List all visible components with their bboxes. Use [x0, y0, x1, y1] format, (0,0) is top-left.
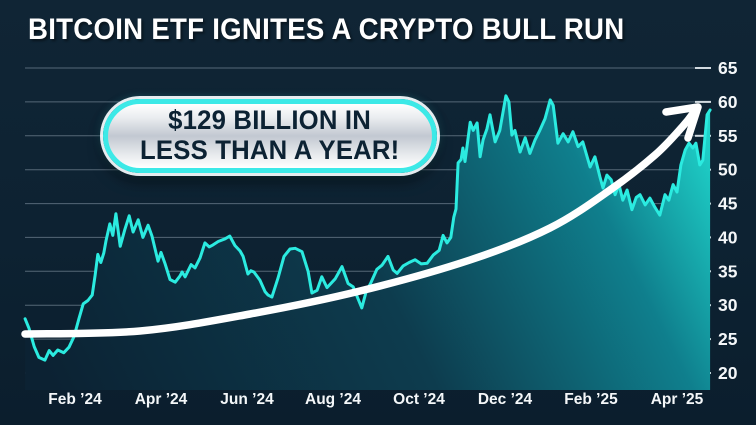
y-axis-label: 45 [718, 194, 738, 214]
area-fill [25, 95, 711, 391]
annotation-line-1: $129 BILLION IN [168, 105, 372, 136]
annotation-line-2: LESS THAN A YEAR! [140, 135, 400, 165]
etf-value-line [23, 94, 712, 362]
trend-arrow-head-icon [662, 103, 702, 142]
y-axis-label: 35 [718, 261, 738, 281]
y-axis-label: 55 [718, 126, 738, 146]
x-axis-label: Aug ’24 [305, 391, 361, 408]
x-axis-label: Apr ’25 [651, 391, 704, 408]
x-axis-label: Dec ’24 [478, 391, 533, 408]
y-axis-label: 50 [718, 160, 738, 180]
x-axis-label: Feb ’25 [564, 391, 618, 408]
y-axis-label: 40 [718, 227, 738, 247]
annotation-callout: $129 BILLION IN LESS THAN A YEAR! [103, 99, 437, 173]
x-axis-label: Apr ’24 [135, 391, 188, 408]
y-axis-label: 20 [718, 363, 738, 383]
trend-arrow-shaft [21, 108, 698, 338]
x-axis-label: Oct ’24 [393, 391, 445, 408]
chart-title: BITCOIN ETF IGNITES A CRYPTO BULL RUN [28, 13, 625, 46]
y-axis-label: 65 [718, 58, 738, 78]
y-axis-label: 30 [718, 295, 738, 315]
y-axis-label: 25 [718, 329, 738, 349]
x-axis-label: Feb ’24 [48, 391, 102, 408]
y-axis-label: 60 [718, 92, 738, 112]
x-axis-label: Jun ’24 [220, 391, 274, 408]
